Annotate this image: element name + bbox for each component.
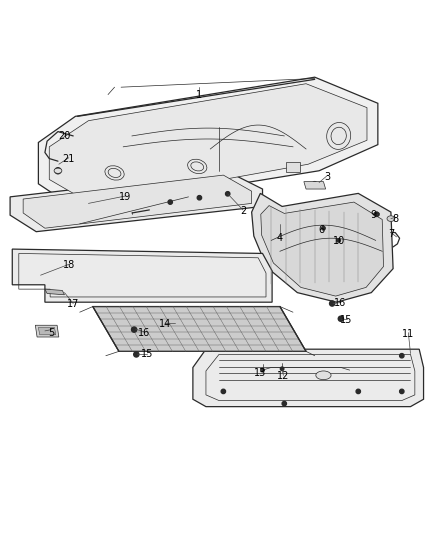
Polygon shape: [39, 77, 378, 210]
Polygon shape: [39, 327, 56, 335]
Circle shape: [282, 401, 286, 406]
Text: 15: 15: [141, 350, 153, 359]
Text: 3: 3: [325, 172, 331, 182]
Polygon shape: [193, 349, 424, 407]
Ellipse shape: [54, 168, 62, 173]
Circle shape: [322, 227, 325, 230]
Text: 9: 9: [371, 210, 377, 220]
Text: 6: 6: [318, 224, 325, 235]
Circle shape: [168, 200, 173, 204]
Text: 16: 16: [138, 328, 150, 337]
Text: 12: 12: [277, 371, 290, 381]
Text: 21: 21: [63, 154, 75, 164]
Circle shape: [338, 316, 343, 321]
Circle shape: [134, 352, 139, 357]
Polygon shape: [12, 249, 272, 302]
Text: 10: 10: [332, 236, 345, 246]
Polygon shape: [93, 306, 306, 351]
Text: 8: 8: [392, 214, 398, 224]
Circle shape: [280, 367, 284, 370]
Text: 7: 7: [388, 229, 394, 239]
Circle shape: [226, 192, 230, 196]
Polygon shape: [23, 175, 252, 228]
Text: 17: 17: [67, 300, 79, 309]
Circle shape: [197, 196, 201, 200]
Text: 15: 15: [340, 314, 353, 325]
Circle shape: [399, 353, 404, 358]
Circle shape: [313, 182, 317, 186]
Polygon shape: [10, 172, 262, 232]
Polygon shape: [45, 289, 64, 295]
Text: 20: 20: [58, 131, 71, 141]
Text: 1: 1: [196, 90, 202, 100]
Text: 4: 4: [277, 233, 283, 243]
Polygon shape: [252, 193, 393, 302]
Text: 19: 19: [119, 192, 131, 202]
Polygon shape: [35, 325, 59, 337]
Circle shape: [356, 389, 360, 393]
Circle shape: [221, 389, 226, 393]
Text: 5: 5: [48, 328, 55, 337]
Text: 14: 14: [159, 319, 171, 329]
Circle shape: [399, 389, 404, 393]
Circle shape: [374, 212, 379, 216]
Circle shape: [261, 368, 264, 372]
Text: 18: 18: [63, 260, 75, 270]
Polygon shape: [261, 202, 384, 296]
Polygon shape: [49, 84, 367, 204]
Text: 13: 13: [254, 368, 266, 378]
Circle shape: [329, 301, 335, 306]
Circle shape: [337, 239, 340, 242]
Text: 11: 11: [402, 329, 414, 339]
Ellipse shape: [316, 371, 331, 379]
Polygon shape: [304, 182, 325, 189]
Circle shape: [131, 327, 137, 332]
Ellipse shape: [387, 216, 395, 221]
Circle shape: [55, 168, 61, 174]
Text: 2: 2: [240, 206, 246, 216]
Text: 16: 16: [334, 298, 346, 309]
FancyBboxPatch shape: [286, 162, 300, 172]
